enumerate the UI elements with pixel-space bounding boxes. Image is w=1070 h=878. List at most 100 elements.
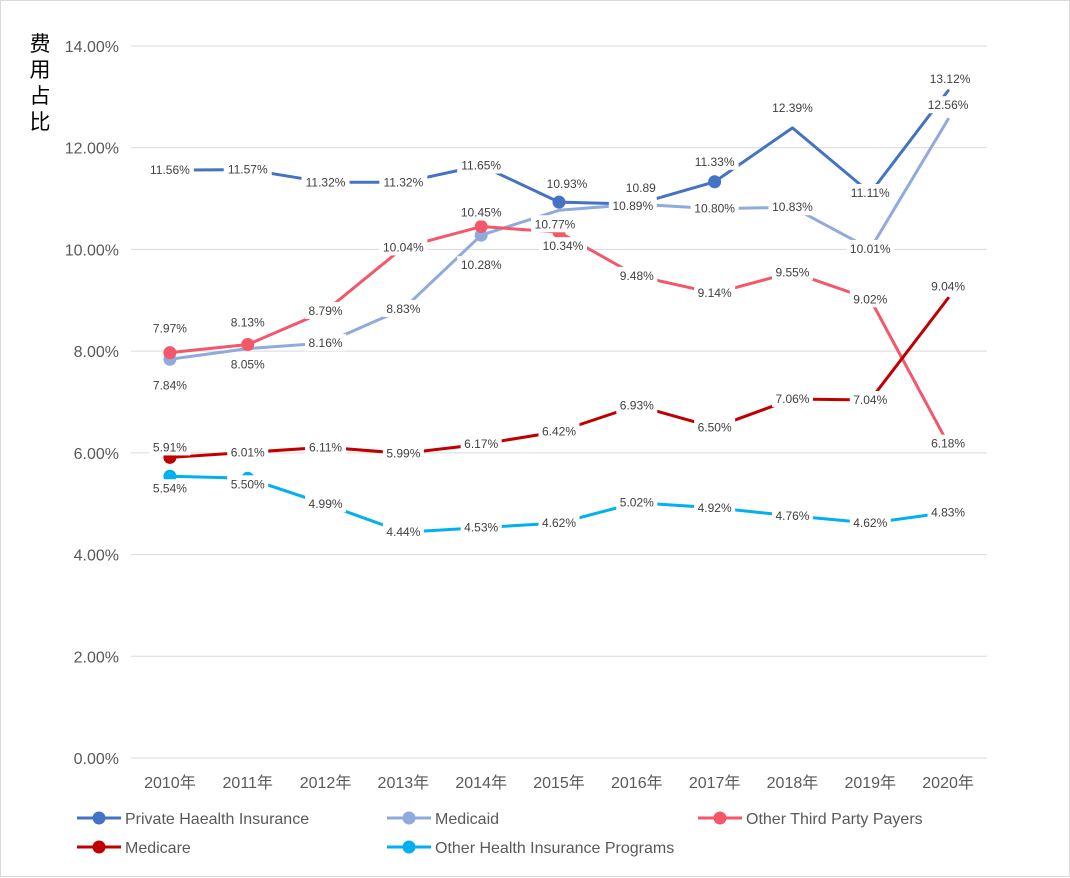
- data-label: 13.12%: [926, 69, 975, 87]
- data-label-bg: [849, 290, 891, 308]
- data-label-text: 6.42%: [542, 424, 576, 438]
- y-tick-label: 6.00%: [74, 446, 119, 463]
- legend-label: Other Third Party Payers: [746, 811, 923, 828]
- data-label: 7.04%: [849, 390, 891, 408]
- data-label-bg: [538, 514, 580, 532]
- x-tick-label: 2020年: [922, 774, 974, 792]
- data-label-text: 6.93%: [620, 399, 654, 413]
- y-tick-label: 10.00%: [65, 242, 119, 259]
- data-label: 9.04%: [927, 277, 969, 295]
- data-label: 10.89%: [608, 197, 657, 215]
- y-tick-label: 4.00%: [74, 548, 119, 565]
- data-label-bg: [690, 152, 739, 170]
- data-label: 10.83%: [768, 198, 817, 216]
- data-label-text: 5.54%: [153, 481, 187, 495]
- data-label-bg: [694, 284, 736, 302]
- data-label-text: 10.89%: [612, 199, 653, 213]
- data-label-bg: [690, 199, 739, 217]
- y-axis-ticks: 0.00% 2.00% 4.00% 6.00% 8.00% 10.00% 12.00% 14.…: [65, 39, 119, 768]
- data-label: 5.99%: [382, 444, 424, 462]
- data-label-text: 10.04%: [383, 240, 424, 254]
- data-label-text: 5.99%: [386, 446, 420, 460]
- data-label: 7.97%: [149, 319, 191, 337]
- data-label-text: 10.34%: [543, 239, 584, 253]
- data-label-text: 6.17%: [464, 437, 498, 451]
- data-label-text: 6.50%: [698, 420, 732, 434]
- data-label-text: 10.77%: [535, 217, 576, 231]
- legend-swatch-marker: [92, 840, 106, 854]
- data-label: 10.80%: [690, 199, 739, 217]
- data-label: 9.48%: [616, 266, 658, 284]
- data-label: 4.62%: [849, 514, 891, 532]
- data-label: 6.50%: [694, 418, 736, 436]
- data-label: 12.39%: [768, 98, 817, 116]
- legend-swatch-marker: [402, 811, 416, 825]
- data-label: 4.44%: [382, 523, 424, 541]
- data-label-text: 10.01%: [850, 242, 891, 256]
- data-label-bg: [227, 313, 269, 331]
- series-0: [168, 89, 950, 209]
- data-label-bg: [382, 299, 424, 317]
- y-tick-label: 2.00%: [74, 649, 119, 666]
- data-label-bg: [616, 493, 658, 511]
- legend-item: Medicare: [77, 840, 191, 857]
- data-label-text: 8.83%: [386, 302, 420, 316]
- data-label-text: 5.02%: [620, 496, 654, 510]
- data-label-bg: [616, 266, 658, 284]
- x-tick-label: 2014年: [455, 774, 507, 792]
- data-label: 7.84%: [149, 376, 191, 394]
- data-label: 6.01%: [227, 443, 269, 461]
- data-label-text: 6.18%: [931, 437, 965, 451]
- data-label-bg: [768, 198, 817, 216]
- data-label-bg: [379, 173, 428, 191]
- data-label: 4.53%: [460, 518, 502, 536]
- x-tick-label: 2018年: [767, 774, 819, 792]
- legend-label: Other Health Insurance Programs: [435, 840, 674, 857]
- legend-label: Medicare: [125, 840, 191, 857]
- legend-swatch-marker: [713, 811, 727, 825]
- data-label-text: 11.65%: [461, 159, 501, 173]
- data-label: 10.34%: [539, 237, 587, 255]
- data-point-marker: [474, 220, 488, 234]
- data-point-marker: [163, 346, 177, 360]
- data-label-bg: [460, 518, 502, 536]
- legend: Private Haealth Insurance Medicaid Other T…: [77, 811, 923, 857]
- data-label-text: 11.32%: [306, 175, 346, 189]
- data-label-text: 10.83%: [772, 200, 813, 214]
- data-point-marker: [241, 338, 255, 352]
- data-label-bg: [849, 390, 891, 408]
- data-label: 8.79%: [305, 301, 347, 319]
- data-label-text: 10.28%: [461, 258, 502, 272]
- data-label-text: 8.16%: [309, 336, 343, 350]
- data-label: 4.83%: [927, 503, 969, 521]
- data-label-bg: [379, 238, 428, 256]
- data-label: 5.91%: [149, 438, 191, 456]
- legend-item: Medicaid: [387, 811, 499, 828]
- data-label-bg: [457, 156, 506, 174]
- data-label-bg: [149, 479, 191, 497]
- data-label-text: 5.50%: [231, 477, 265, 491]
- data-label: 11.65%: [457, 156, 506, 174]
- data-label-text: 8.79%: [309, 304, 343, 318]
- y-tick-label: 12.00%: [65, 141, 119, 158]
- data-label-text: 5.91%: [153, 440, 187, 454]
- data-label-text: 4.92%: [698, 501, 732, 515]
- data-label-text: 4.83%: [931, 505, 965, 519]
- data-label-bg: [145, 161, 194, 179]
- data-label-text: 10.89: [626, 181, 656, 195]
- data-label: 6.17%: [460, 435, 502, 453]
- data-label-text: 4.76%: [775, 509, 809, 523]
- data-label: 6.42%: [538, 422, 580, 440]
- x-tick-label: 2017年: [689, 774, 741, 792]
- data-label: 5.02%: [616, 493, 658, 511]
- legend-item: Other Third Party Payers: [698, 811, 923, 828]
- legend-label: Private Haealth Insurance: [125, 811, 309, 828]
- data-label-bg: [608, 197, 657, 215]
- data-label-text: 4.53%: [464, 521, 498, 535]
- x-tick-label: 2015年: [533, 774, 585, 792]
- data-label: 10.77%: [531, 215, 579, 233]
- data-label-bg: [538, 422, 580, 440]
- data-label-text: 9.55%: [775, 265, 809, 279]
- data-label: 10.28%: [457, 256, 506, 274]
- data-label-bg: [616, 396, 658, 414]
